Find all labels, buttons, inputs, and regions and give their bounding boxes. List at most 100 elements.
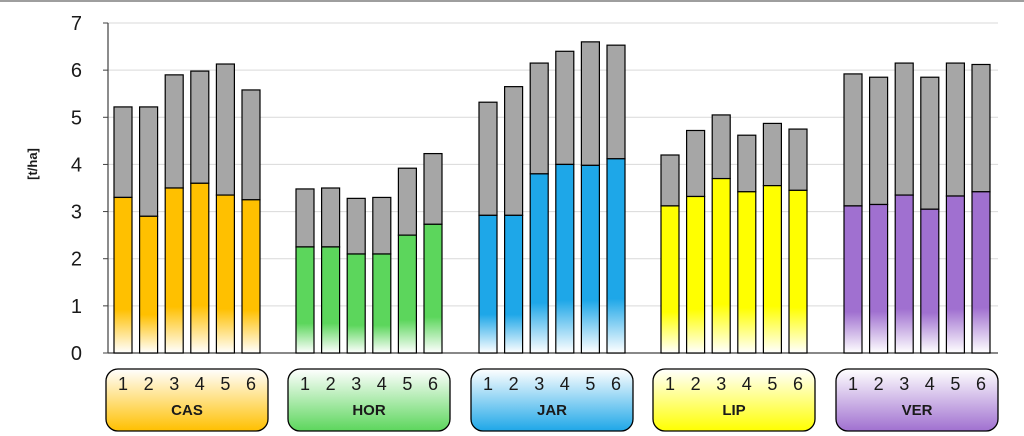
x-category-label: 3: [534, 374, 544, 394]
bar-lower-segment: [606, 158, 626, 354]
x-category-label: 4: [195, 374, 205, 394]
group-name-label: JAR: [537, 402, 567, 419]
x-category-label: 6: [428, 374, 438, 394]
bar-upper-segment: [190, 70, 210, 184]
bar-group-lip: [660, 114, 808, 354]
x-category-label: 3: [716, 374, 726, 394]
y-tick-label: 1: [71, 296, 82, 318]
bar-upper-segment: [529, 62, 549, 175]
bar-upper-segment: [868, 76, 889, 206]
y-tick-label: 6: [71, 60, 82, 82]
bar-lower-segment: [685, 195, 706, 354]
bar-upper-segment: [397, 167, 417, 236]
x-category-label: 5: [402, 374, 412, 394]
x-category-label: 4: [742, 374, 752, 394]
group-label-box: [287, 368, 451, 432]
group-label-jar: 1 2 3 4 5 6 JAR: [470, 368, 634, 432]
group-label-box: [470, 368, 634, 432]
bar-upper-segment: [737, 134, 757, 193]
bar-lower-segment: [711, 177, 731, 354]
bar-lower-segment: [215, 194, 235, 354]
x-category-label: 2: [509, 374, 519, 394]
x-category-label: 6: [246, 374, 256, 394]
bar-lower-segment: [113, 196, 133, 354]
bar-lower-segment: [321, 246, 341, 354]
bar-lower-segment: [295, 246, 315, 354]
bar-lower-segment: [190, 182, 210, 354]
bar-upper-segment: [215, 63, 235, 196]
x-category-label: 4: [925, 374, 935, 394]
x-category-label: 6: [793, 374, 803, 394]
x-category-label: 3: [351, 374, 361, 394]
bar-lower-segment: [843, 205, 863, 354]
bar-lower-segment: [788, 189, 808, 354]
x-category-label: 5: [767, 374, 777, 394]
x-category-label: 5: [220, 374, 230, 394]
y-tick-label: 7: [71, 13, 82, 35]
bar-lower-segment: [372, 253, 392, 354]
bar-upper-segment: [423, 152, 443, 225]
bar-upper-segment: [660, 154, 680, 207]
bar-upper-segment: [945, 62, 966, 197]
bar-group-cas: [113, 63, 261, 354]
y-tick-label: 5: [71, 107, 82, 129]
bars: [113, 41, 991, 354]
x-category-label: 1: [118, 374, 128, 394]
bar-upper-segment: [372, 196, 392, 255]
bar-lower-segment: [423, 223, 443, 354]
bar-upper-segment: [711, 114, 731, 180]
bar-lower-segment: [971, 191, 991, 354]
group-label-hor: 1 2 3 4 5 6 HOR: [287, 368, 451, 432]
bar-lower-segment: [580, 164, 601, 354]
bar-upper-segment: [606, 44, 626, 160]
bar-upper-segment: [346, 197, 366, 255]
bar-upper-segment: [504, 86, 524, 216]
x-category-label: 6: [611, 374, 621, 394]
x-category-label: 5: [585, 374, 595, 394]
bar-lower-segment: [164, 187, 184, 354]
x-category-label: 1: [848, 374, 858, 394]
bar-lower-segment: [529, 173, 549, 354]
bar-lower-segment: [945, 195, 966, 354]
bar-upper-segment: [843, 73, 863, 207]
bar-upper-segment: [894, 62, 914, 196]
x-category-label: 2: [874, 374, 884, 394]
bar-upper-segment: [139, 106, 159, 217]
x-category-label: 4: [560, 374, 570, 394]
bar-lower-segment: [762, 185, 783, 354]
x-category-label: 1: [665, 374, 675, 394]
bar-lower-segment: [504, 214, 524, 354]
x-category-label: 5: [950, 374, 960, 394]
y-tick-label: 0: [71, 343, 82, 365]
group-label-box: [105, 368, 269, 432]
bar-upper-segment: [478, 101, 498, 216]
x-category-label: 6: [976, 374, 986, 394]
bar-upper-segment: [113, 106, 133, 199]
group-label-box: [835, 368, 999, 432]
bar-upper-segment: [788, 128, 808, 191]
x-category-label: 3: [899, 374, 909, 394]
group-label-box: [652, 368, 816, 432]
bar-upper-segment: [971, 63, 991, 193]
bar-lower-segment: [241, 199, 261, 354]
bar-group-ver: [843, 62, 991, 354]
x-category-label: 2: [691, 374, 701, 394]
x-category-label: 2: [144, 374, 154, 394]
bar-lower-segment: [660, 205, 680, 354]
group-name-label: VER: [902, 402, 933, 419]
bar-group-jar: [478, 41, 626, 354]
group-label-ver: 1 2 3 4 5 6 VER: [835, 368, 999, 432]
bar-upper-segment: [920, 76, 940, 210]
bar-group-hor: [295, 152, 443, 354]
y-tick-label: 4: [71, 154, 82, 176]
bar-upper-segment: [762, 122, 783, 187]
x-category-label: 2: [326, 374, 336, 394]
bar-upper-segment: [555, 50, 575, 166]
bar-upper-segment: [164, 74, 184, 189]
bar-upper-segment: [685, 129, 706, 198]
x-category-label: 4: [377, 374, 387, 394]
group-label-cas: 1 2 3 4 5 6 CAS: [105, 368, 269, 432]
bar-upper-segment: [295, 188, 315, 248]
x-category-label: 3: [169, 374, 179, 394]
